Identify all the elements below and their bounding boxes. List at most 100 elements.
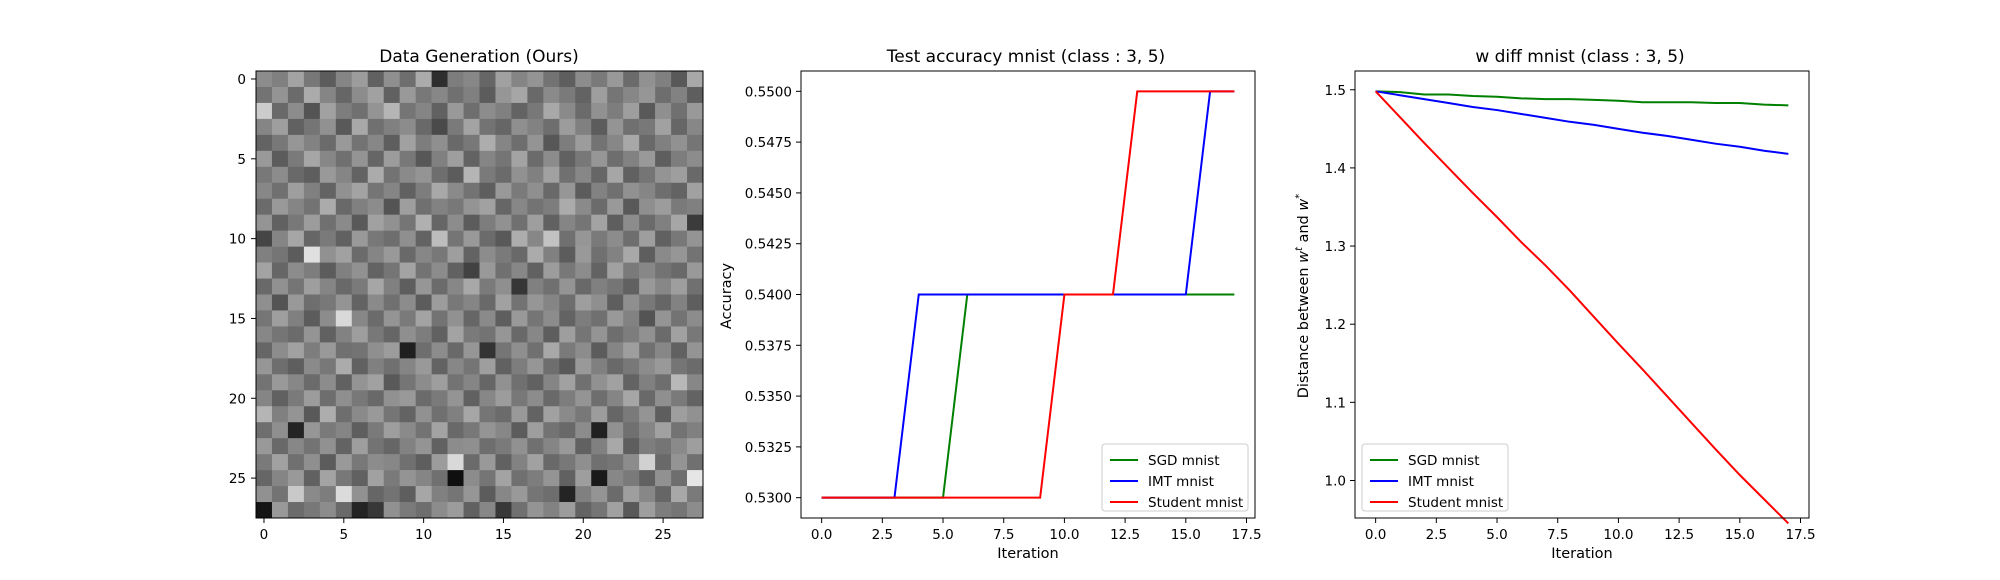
heatmap-cell <box>591 166 608 184</box>
heatmap-cell <box>319 134 337 152</box>
heatmap-cell <box>335 278 353 295</box>
heatmap-cell <box>335 182 353 200</box>
heatmap-cell <box>559 198 576 215</box>
heatmap-cell <box>607 71 624 88</box>
heatmap-cell <box>559 470 576 487</box>
heatmap-cell <box>495 310 512 327</box>
heatmap-xtick-label: 20 <box>575 527 592 543</box>
heatmap-cell <box>687 486 704 503</box>
accuracy-xtick-label: 10.0 <box>1049 527 1079 543</box>
heatmap-cell <box>399 326 416 343</box>
heatmap-cell <box>399 230 416 247</box>
heatmap-cell <box>575 390 592 407</box>
heatmap-ytick-label: 15 <box>229 311 246 327</box>
heatmap-xtick-label: 5 <box>340 527 349 543</box>
wdiff-title: w diff mnist (class : 3, 5) <box>1475 47 1684 67</box>
heatmap-cell <box>447 374 464 391</box>
heatmap-cell <box>479 486 496 503</box>
heatmap-cell <box>671 486 688 503</box>
heatmap-cell <box>367 358 385 375</box>
heatmap-cell <box>607 182 624 200</box>
heatmap-cell <box>447 390 464 407</box>
heatmap-cell <box>527 342 544 359</box>
accuracy-ytick-label: 0.5350 <box>745 389 792 405</box>
heatmap-cell <box>335 422 353 439</box>
accuracy-ytick-label: 0.5500 <box>745 84 792 100</box>
heatmap-cell <box>303 134 321 152</box>
heatmap-cell <box>511 86 528 104</box>
heatmap-cell <box>463 470 480 487</box>
heatmap-cell <box>495 230 512 247</box>
heatmap-cell <box>256 102 273 120</box>
heatmap-cell <box>543 390 560 407</box>
heatmap-cell <box>415 134 432 152</box>
heatmap-cell <box>335 294 353 311</box>
heatmap-cell <box>383 86 400 104</box>
heatmap-cell <box>319 502 337 519</box>
heatmap-cell <box>671 86 688 104</box>
heatmap-cell <box>623 310 640 327</box>
heatmap-cell <box>495 422 512 439</box>
heatmap-cell <box>431 310 448 327</box>
heatmap-cell <box>607 406 624 423</box>
heatmap-cell <box>287 310 305 327</box>
heatmap-cell <box>335 470 353 487</box>
heatmap-cell <box>559 358 576 375</box>
heatmap-panel: Data Generation (Ours) 0 5 10 15 20 25 0 5 10 15 2… <box>229 47 704 543</box>
wdiff-xtick-label: 12.5 <box>1664 527 1694 543</box>
wdiff-ytick-label: 1.2 <box>1325 317 1346 333</box>
heatmap-cell <box>463 406 480 423</box>
heatmap-cell <box>575 246 592 263</box>
heatmap-cell <box>351 390 369 407</box>
heatmap-cell <box>655 326 672 343</box>
heatmap-cell <box>671 230 688 247</box>
heatmap-cell <box>495 470 512 487</box>
heatmap-cell <box>671 358 688 375</box>
heatmap-cell <box>511 262 528 279</box>
heatmap-cell <box>415 438 432 455</box>
heatmap-cell <box>367 118 385 136</box>
heatmap-cell <box>287 246 305 263</box>
heatmap-cell <box>287 166 305 184</box>
heatmap-cell <box>687 134 704 152</box>
heatmap-cell <box>415 246 432 263</box>
heatmap-cell <box>655 278 672 295</box>
heatmap-cell <box>559 246 576 263</box>
heatmap-cell <box>335 214 353 231</box>
accuracy-ytick-label: 0.5475 <box>745 135 792 151</box>
heatmap-cell <box>335 86 353 104</box>
heatmap-cell <box>256 454 273 471</box>
accuracy-legend-box <box>1101 443 1249 512</box>
heatmap-cell <box>639 454 656 471</box>
heatmap-cell <box>543 310 560 327</box>
heatmap-cell <box>303 422 321 439</box>
heatmap-cell <box>687 390 704 407</box>
heatmap-cell <box>575 438 592 455</box>
heatmap-cell <box>639 278 656 295</box>
heatmap-cell <box>543 278 560 295</box>
heatmap-cell <box>399 182 416 200</box>
heatmap-cell <box>687 502 704 519</box>
heatmap-cell <box>527 438 544 455</box>
heatmap-cell <box>335 502 353 519</box>
heatmap-cell <box>447 454 464 471</box>
heatmap-cell <box>543 406 560 423</box>
heatmap-cell <box>415 102 432 120</box>
heatmap-cell <box>639 390 656 407</box>
heatmap-cell <box>447 262 464 279</box>
heatmap-cell <box>256 246 273 263</box>
accuracy-frame <box>800 70 1256 519</box>
heatmap-cell <box>543 150 560 168</box>
heatmap-cell <box>367 230 385 247</box>
heatmap-cell <box>287 150 305 168</box>
heatmap-cell <box>399 118 416 136</box>
heatmap-cell <box>511 358 528 375</box>
heatmap-cell <box>319 102 337 120</box>
heatmap-cell <box>383 406 400 423</box>
heatmap-cell <box>303 342 321 359</box>
heatmap-cell <box>399 310 416 327</box>
heatmap-cell <box>655 358 672 375</box>
heatmap-cell <box>431 182 448 200</box>
wdiff-ytick-label: 1.0 <box>1325 473 1346 489</box>
